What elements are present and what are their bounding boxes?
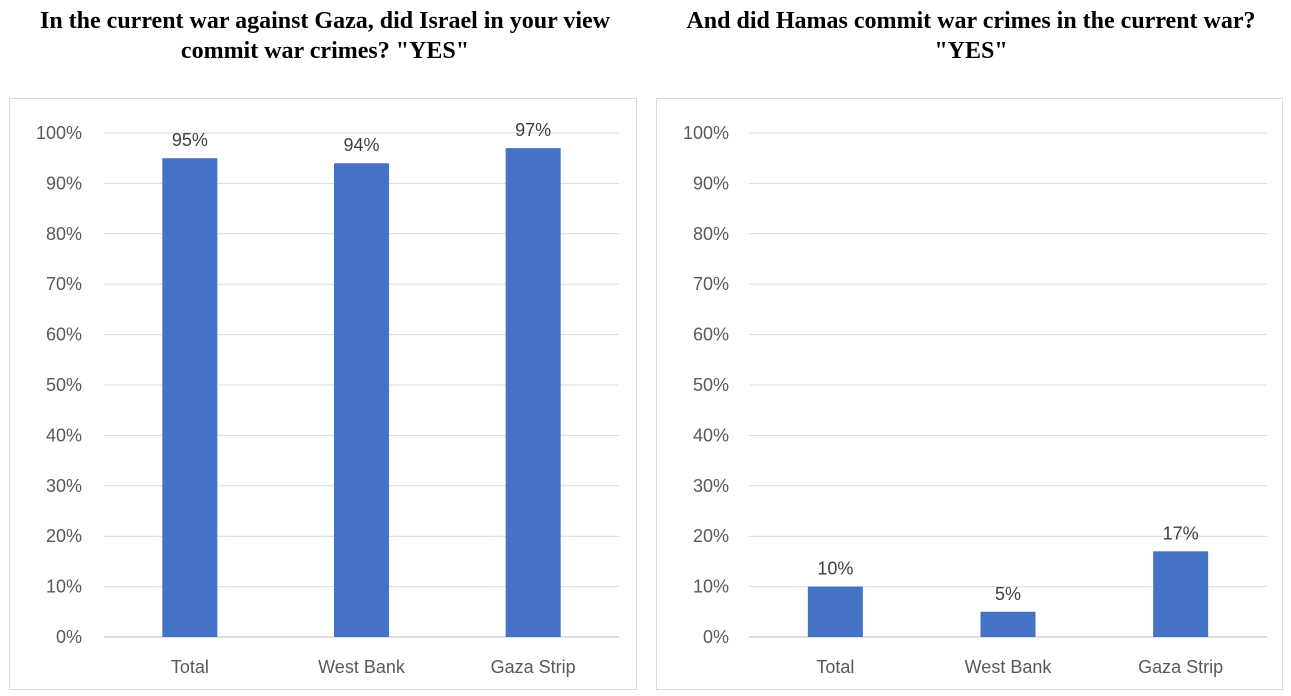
bar bbox=[980, 611, 1036, 637]
y-tick-label: 100% bbox=[36, 123, 82, 143]
data-label: 94% bbox=[343, 135, 379, 155]
category-label: West Bank bbox=[318, 657, 406, 677]
bar bbox=[807, 586, 863, 637]
y-tick-label: 40% bbox=[693, 425, 729, 445]
bar bbox=[162, 158, 218, 637]
y-tick-label: 100% bbox=[683, 123, 729, 143]
data-label: 5% bbox=[995, 584, 1021, 604]
y-tick-label: 30% bbox=[693, 476, 729, 496]
category-label: West Bank bbox=[965, 657, 1053, 677]
data-label: 10% bbox=[817, 559, 853, 579]
y-tick-label: 20% bbox=[693, 526, 729, 546]
data-label: 95% bbox=[172, 130, 208, 150]
y-tick-label: 40% bbox=[46, 425, 82, 445]
category-label: Total bbox=[171, 657, 209, 677]
y-tick-label: 50% bbox=[46, 375, 82, 395]
data-label: 97% bbox=[515, 120, 551, 140]
y-tick-label: 0% bbox=[56, 627, 82, 647]
category-label: Gaza Strip bbox=[491, 657, 576, 677]
y-tick-label: 90% bbox=[46, 173, 82, 193]
category-label: Gaza Strip bbox=[1138, 657, 1223, 677]
y-tick-label: 80% bbox=[46, 224, 82, 244]
bar bbox=[505, 148, 561, 637]
data-label: 17% bbox=[1163, 523, 1199, 543]
y-tick-label: 0% bbox=[703, 627, 729, 647]
y-tick-label: 10% bbox=[46, 577, 82, 597]
bar-chart-hamas: 0% 10% 20% 30% 40% 50% 60% 70% 80% 90% 100% 10% Tota… bbox=[683, 123, 1267, 677]
y-tick-label: 10% bbox=[693, 577, 729, 597]
bar bbox=[334, 163, 389, 637]
bar-chart-israel: 0% 10% 20% 30% 40% 50% 60% 70% 80% 90% 100% 95% Tota… bbox=[36, 120, 619, 677]
chart-title-hamas: And did Hamas commit war crimes in the c… bbox=[686, 8, 1256, 64]
y-tick-label: 60% bbox=[693, 325, 729, 345]
y-tick-label: 50% bbox=[693, 375, 729, 395]
y-tick-label: 60% bbox=[46, 325, 82, 345]
chart-title-israel: In the current war against Gaza, did Isr… bbox=[39, 8, 610, 64]
y-tick-label: 90% bbox=[693, 173, 729, 193]
category-label: Total bbox=[816, 657, 854, 677]
y-tick-label: 20% bbox=[46, 526, 82, 546]
chart-panel-hamas: 0% 10% 20% 30% 40% 50% 60% 70% 80% 90% 100% 10% Tota… bbox=[656, 98, 1283, 690]
y-tick-label: 70% bbox=[693, 274, 729, 294]
y-tick-label: 80% bbox=[693, 224, 729, 244]
bar bbox=[1153, 551, 1209, 637]
y-tick-label: 70% bbox=[46, 274, 82, 294]
y-tick-label: 30% bbox=[46, 476, 82, 496]
chart-panel-israel: 0% 10% 20% 30% 40% 50% 60% 70% 80% 90% 100% 95% Tota… bbox=[9, 98, 637, 690]
